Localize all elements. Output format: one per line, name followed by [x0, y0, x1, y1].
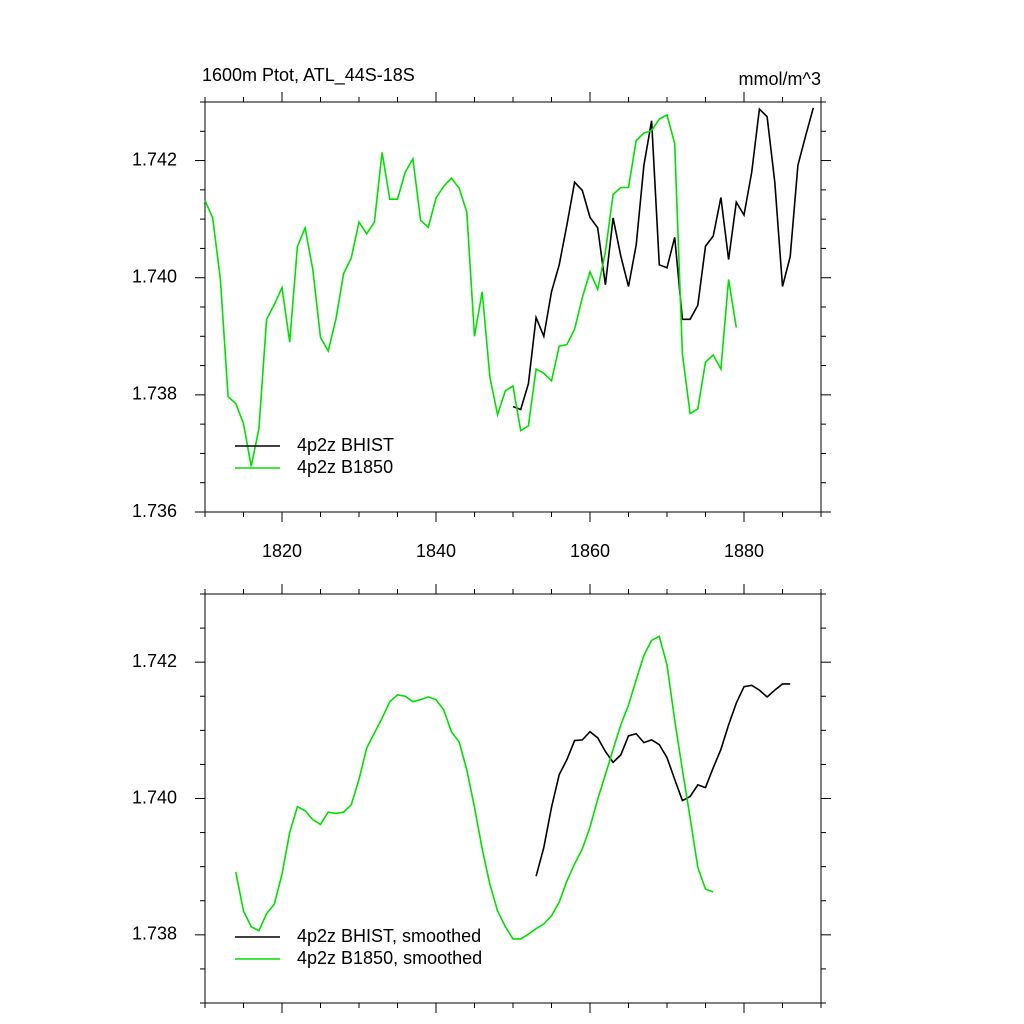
legend-label: 4p2z B1850 [297, 457, 393, 477]
y-tick-label: 1.742 [132, 149, 177, 169]
legend-label: 4p2z BHIST [297, 435, 394, 455]
y-tick-label: 1.740 [132, 787, 177, 807]
y-tick-label: 1.742 [132, 651, 177, 671]
y-tick-label: 1.740 [132, 266, 177, 286]
y-tick-label: 1.738 [132, 924, 177, 944]
x-tick-label: 1860 [570, 541, 610, 561]
legend-label: 4p2z B1850, smoothed [297, 948, 482, 968]
x-tick-label: 1880 [724, 541, 764, 561]
y-tick-label: 1.736 [132, 501, 177, 521]
data-line [235, 635, 714, 940]
data-line [512, 107, 815, 411]
x-tick-label: 1840 [416, 541, 456, 561]
data-line [204, 113, 738, 467]
y-tick-label: 1.738 [132, 384, 177, 404]
units-label: mmol/m^3 [739, 69, 821, 89]
legend-label: 4p2z BHIST, smoothed [297, 926, 481, 946]
data-line [535, 683, 791, 877]
chart-title: 1600m Ptot, ATL_44S-18S [202, 65, 415, 86]
x-tick-label: 1820 [262, 541, 302, 561]
